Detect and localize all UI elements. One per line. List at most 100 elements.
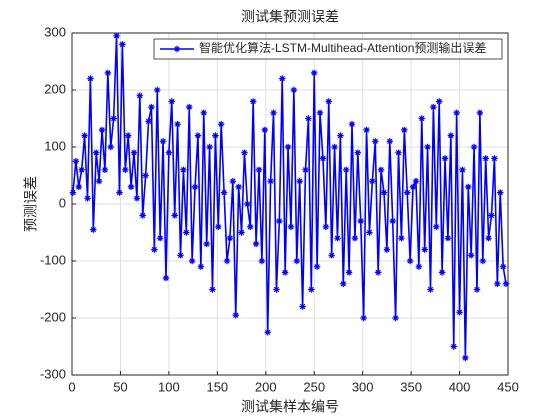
x-tick-label: 350 bbox=[400, 379, 422, 394]
point-marker bbox=[130, 149, 138, 156]
point-marker bbox=[264, 329, 271, 336]
point-marker bbox=[334, 235, 341, 242]
point-marker bbox=[290, 86, 298, 94]
series-line bbox=[72, 35, 507, 358]
point-marker bbox=[340, 280, 347, 287]
point-marker bbox=[119, 41, 126, 48]
point-marker bbox=[165, 149, 173, 156]
point-marker bbox=[369, 178, 376, 185]
y-tick-label: -100 bbox=[40, 252, 66, 267]
point-marker bbox=[78, 166, 85, 173]
point-marker bbox=[479, 257, 487, 265]
x-axis-label: 测试集样本编号 bbox=[241, 399, 339, 415]
point-marker bbox=[494, 280, 501, 287]
point-marker bbox=[247, 223, 254, 230]
point-marker bbox=[156, 235, 164, 242]
point-marker bbox=[296, 178, 303, 185]
chart-title: 测试集预测误差 bbox=[241, 9, 339, 25]
point-marker bbox=[491, 155, 498, 162]
point-marker bbox=[180, 166, 187, 173]
point-marker bbox=[441, 155, 449, 162]
point-marker bbox=[482, 155, 489, 162]
point-marker bbox=[473, 286, 481, 293]
point-marker bbox=[351, 235, 359, 242]
point-marker bbox=[168, 98, 175, 105]
point-marker bbox=[293, 257, 300, 265]
point-marker bbox=[113, 32, 120, 40]
point-marker bbox=[470, 143, 478, 151]
point-marker bbox=[459, 166, 466, 173]
x-tick-label: 300 bbox=[352, 379, 374, 394]
point-marker bbox=[418, 115, 425, 122]
y-tick-label: 300 bbox=[44, 24, 66, 39]
point-marker bbox=[174, 121, 181, 128]
point-marker bbox=[287, 223, 295, 230]
point-marker bbox=[389, 217, 396, 225]
point-marker bbox=[363, 126, 370, 134]
point-marker bbox=[72, 158, 80, 165]
point-marker bbox=[415, 263, 423, 270]
point-marker bbox=[456, 309, 463, 316]
point-marker bbox=[244, 200, 251, 208]
point-marker bbox=[409, 183, 417, 191]
point-marker bbox=[476, 109, 484, 116]
point-marker bbox=[438, 269, 446, 276]
point-marker bbox=[218, 121, 225, 128]
point-marker bbox=[406, 257, 414, 265]
point-marker bbox=[124, 132, 132, 139]
point-marker bbox=[98, 126, 106, 134]
legend-label: 智能优化算法-LSTM-Multihead-Attention预测输出误差 bbox=[199, 40, 486, 55]
point-marker bbox=[325, 98, 332, 105]
point-marker bbox=[255, 166, 263, 173]
point-marker bbox=[328, 252, 335, 259]
point-marker bbox=[433, 223, 440, 230]
point-marker bbox=[101, 166, 109, 173]
point-marker bbox=[331, 143, 338, 151]
point-marker bbox=[316, 109, 324, 116]
y-tick-label: -300 bbox=[40, 366, 66, 381]
point-marker bbox=[209, 286, 216, 293]
point-marker bbox=[427, 286, 434, 293]
point-marker bbox=[203, 240, 210, 248]
point-marker bbox=[107, 143, 114, 151]
point-marker bbox=[75, 183, 82, 191]
point-marker bbox=[127, 183, 135, 191]
point-marker bbox=[267, 178, 274, 185]
point-marker bbox=[197, 263, 205, 270]
point-marker bbox=[377, 166, 385, 173]
point-marker bbox=[279, 75, 286, 82]
point-marker bbox=[372, 138, 379, 145]
point-marker bbox=[116, 189, 123, 196]
point-marker bbox=[299, 303, 306, 310]
x-tick-label: 0 bbox=[68, 379, 75, 394]
x-tick-label: 450 bbox=[497, 379, 519, 394]
point-marker bbox=[238, 229, 245, 236]
point-marker bbox=[444, 235, 452, 242]
point-marker bbox=[374, 269, 382, 276]
point-marker bbox=[87, 75, 94, 82]
point-marker bbox=[319, 155, 327, 162]
point-marker bbox=[311, 69, 318, 77]
point-marker bbox=[145, 118, 152, 125]
point-marker bbox=[270, 109, 277, 116]
point-marker bbox=[337, 132, 344, 139]
point-marker bbox=[142, 172, 149, 179]
legend-box bbox=[153, 38, 503, 60]
point-marker bbox=[183, 229, 190, 236]
point-marker bbox=[194, 132, 202, 139]
point-marker bbox=[453, 109, 460, 116]
point-marker bbox=[104, 69, 112, 77]
point-marker bbox=[249, 98, 257, 105]
point-marker bbox=[273, 286, 280, 293]
point-marker bbox=[485, 235, 492, 242]
point-marker bbox=[380, 189, 388, 196]
point-marker bbox=[430, 103, 437, 111]
point-marker bbox=[305, 115, 312, 122]
point-marker bbox=[497, 189, 504, 196]
point-marker bbox=[322, 223, 330, 230]
point-marker bbox=[348, 121, 356, 128]
x-tick-label: 100 bbox=[158, 379, 180, 394]
point-marker bbox=[223, 257, 231, 265]
point-marker bbox=[395, 149, 402, 156]
point-marker bbox=[229, 178, 237, 185]
